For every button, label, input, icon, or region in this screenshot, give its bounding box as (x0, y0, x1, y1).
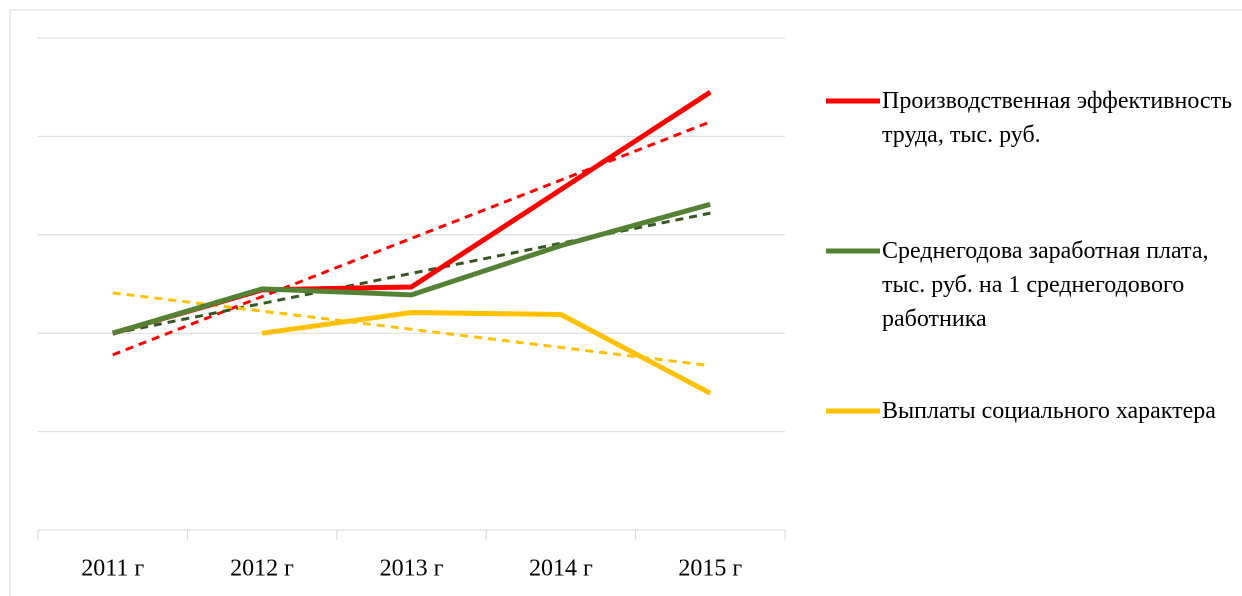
legend-label: Производственная эффективность труда, ты… (882, 88, 1233, 148)
x-tick-label: 2013 г (380, 556, 444, 582)
x-tick-label: 2012 г (230, 556, 294, 582)
x-tick-label: 2011 г (81, 556, 144, 582)
series-line (261, 310, 712, 396)
legend-label: Выплаты социального характера (882, 398, 1216, 424)
legend-label: Среднегодова заработная плата, тыс. руб.… (882, 238, 1209, 332)
chart-frame (9, 9, 1242, 596)
trendline (112, 120, 711, 357)
x-tick-label: 2015 г (678, 556, 742, 582)
x-tick-label: 2014 г (529, 556, 593, 582)
series-line (111, 201, 711, 336)
trendline (112, 291, 711, 368)
